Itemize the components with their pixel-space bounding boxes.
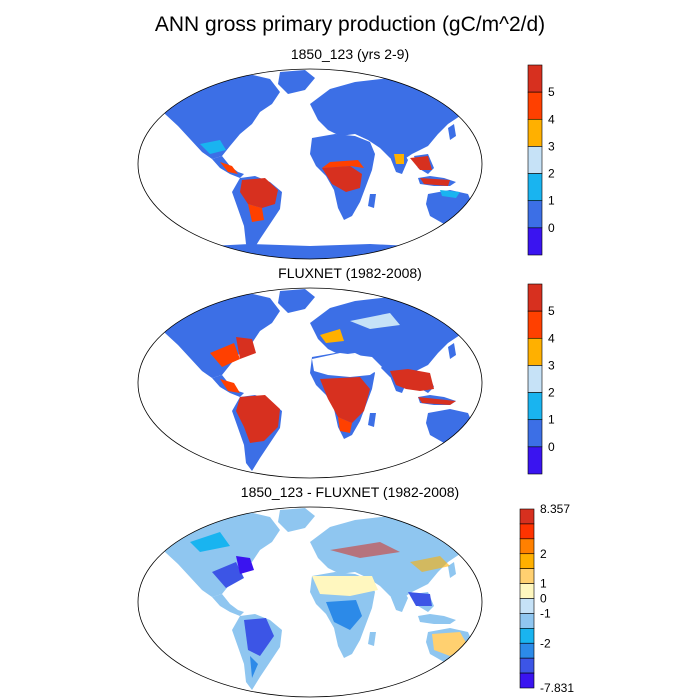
map-panel-1 <box>137 68 483 260</box>
colorbar-swatch <box>519 642 535 659</box>
colorbar-tick-label: 1 <box>548 413 555 427</box>
colorbar-tick-label: 1 <box>548 194 555 208</box>
colorbar-swatch <box>527 146 543 174</box>
colorbar-swatch <box>519 568 535 584</box>
colorbar-tick-label: 2 <box>540 547 547 561</box>
colorbar-tick-label: 1 <box>540 577 547 591</box>
colorbar-swatch <box>527 392 543 421</box>
colorbar-swatch <box>527 64 543 93</box>
colorbar-swatch <box>519 613 535 629</box>
colorbar-tick-label: 0 <box>548 221 555 235</box>
colorbar-tick-label: 4 <box>548 112 555 126</box>
globe-outline <box>137 68 483 260</box>
colorbar-tick-label: 8.357 <box>540 502 570 516</box>
colorbar-swatch <box>527 91 543 120</box>
map-panel-2 <box>137 287 483 479</box>
colorbar-swatch <box>527 446 543 475</box>
colorbar-swatch <box>527 173 543 202</box>
globe-outline <box>137 287 483 479</box>
colorbar-swatch <box>527 337 543 366</box>
colorbar-tick-label: 5 <box>548 85 555 99</box>
colorbar-tick-label: -2 <box>540 636 551 650</box>
colorbar-swatch <box>527 283 543 312</box>
colorbar-panel-2: 5 4 3 2 1 0 <box>527 283 555 475</box>
colorbar-swatch <box>527 419 543 448</box>
productivity-regions <box>210 313 456 443</box>
colorbar-panel-1: 5 4 3 2 1 0 <box>527 64 555 256</box>
colorbar-swatch <box>519 598 535 614</box>
panel-3-title: 1850_123 - FLUXNET (1982-2008) <box>240 484 460 500</box>
colorbar-tick-label: -1 <box>540 606 551 620</box>
globe-outline <box>137 506 483 698</box>
difference-regions <box>190 532 468 678</box>
colorbar-tick-label: 2 <box>548 167 555 181</box>
colorbar-tick-label: 3 <box>548 358 555 372</box>
colorbar-tick-label: -7.831 <box>540 681 574 695</box>
land-base <box>160 508 482 690</box>
map-panel-3 <box>137 506 483 698</box>
colorbar-tick-label: 2 <box>548 386 555 400</box>
colorbar-swatch <box>527 365 543 393</box>
colorbar-tick-label: 0 <box>540 592 547 606</box>
high-productivity-regions <box>200 140 460 222</box>
colorbar-swatch <box>519 523 535 540</box>
colorbar-swatch <box>519 508 535 525</box>
colorbar-swatch <box>527 227 543 256</box>
colorbar-swatch <box>519 538 535 555</box>
figure-title: ANN gross primary production (gC/m^2/d) <box>154 13 546 36</box>
colorbar-swatch <box>527 118 543 147</box>
colorbar-swatch <box>519 672 535 689</box>
colorbar-swatch <box>527 200 543 229</box>
colorbar-panel-3: 8.357 2 10-1 -2 -7.831 <box>519 502 574 695</box>
colorbar-swatch <box>519 657 535 674</box>
colorbar-swatch <box>519 553 535 569</box>
colorbar-swatch <box>527 310 543 339</box>
panel-2-title: FLUXNET (1982-2008) <box>278 265 422 281</box>
colorbar-tick-label: 5 <box>548 304 555 318</box>
panel-1-title: 1850_123 (yrs 2-9) <box>290 46 410 62</box>
colorbar-tick-label: 4 <box>548 331 555 345</box>
colorbar-tick-label: 3 <box>548 139 555 153</box>
colorbar-swatch <box>519 583 535 599</box>
colorbar-swatch <box>519 628 535 644</box>
colorbar-tick-label: 0 <box>548 440 555 454</box>
